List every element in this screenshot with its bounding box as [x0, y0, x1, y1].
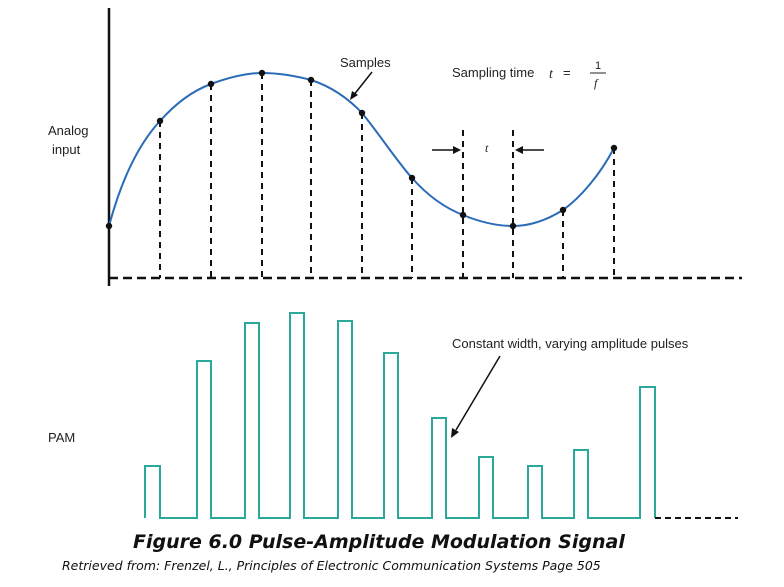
sample-point [207, 80, 215, 88]
analog-input-label-line1: Analog [48, 123, 88, 138]
sampling-time-equals: = [563, 65, 571, 80]
samples-label: Samples [340, 55, 391, 70]
sample-lines [159, 73, 615, 278]
pam-label: PAM [48, 430, 75, 445]
analog-input-label-line2: input [52, 142, 81, 157]
period-arrowhead-right [515, 146, 523, 154]
constant-width-pointer [455, 355, 501, 431]
sample-point [559, 206, 567, 214]
sample-point [258, 69, 266, 77]
sample-point [307, 76, 315, 84]
figure-caption: Figure 6.0 Pulse-Amplitude Modulation Si… [133, 531, 625, 553]
period-label: t [485, 141, 489, 155]
sample-point [105, 222, 113, 230]
constant-width-label: Constant width, varying amplitude pulses [452, 336, 689, 351]
figure-source: Retrieved from: Frenzel, L., Principles … [62, 558, 601, 573]
sampling-time-variable: t [549, 67, 554, 82]
sample-point [610, 144, 618, 152]
sample-point [509, 222, 517, 230]
sample-point [459, 211, 467, 219]
fraction-numerator: 1 [595, 60, 601, 72]
constant-width-pointer-arrowhead [451, 428, 459, 438]
period-arrowhead-left [453, 146, 461, 154]
fraction-denominator: f [594, 76, 599, 90]
sample-points [105, 69, 618, 230]
sampling-time-label: Sampling time [452, 65, 534, 80]
sample-point [358, 109, 366, 117]
samples-pointer-arrowhead [350, 91, 358, 100]
sample-point [156, 117, 164, 125]
sample-point [408, 174, 416, 182]
pam-pulse-train [144, 312, 656, 519]
samples-pointer [352, 71, 373, 97]
